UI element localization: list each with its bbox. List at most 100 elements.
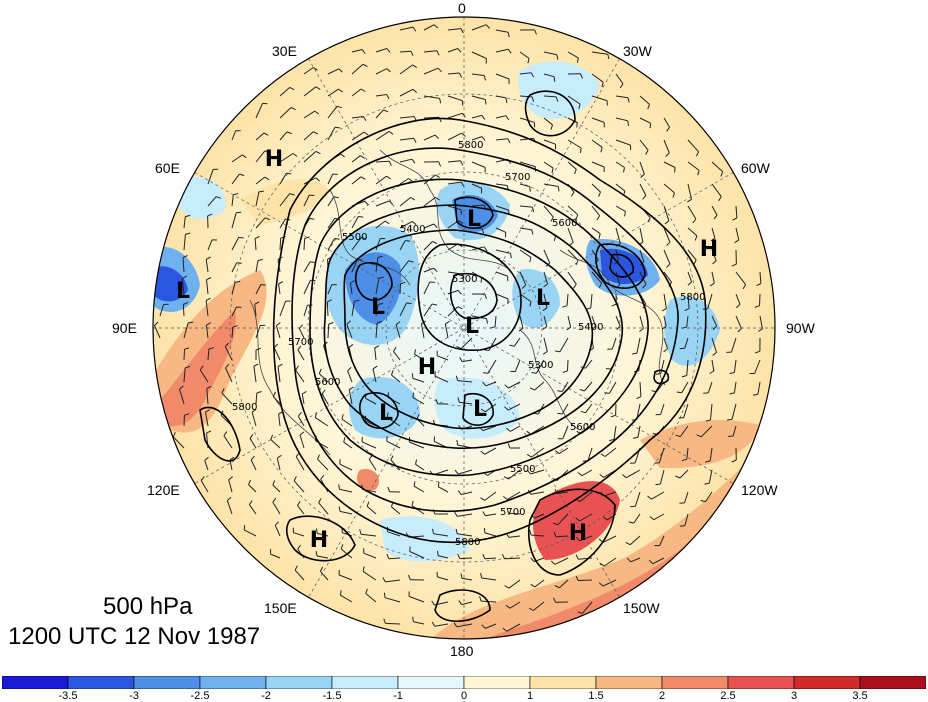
wind-barb-feather bbox=[413, 137, 417, 143]
wind-barb bbox=[372, 368, 377, 383]
wind-barb bbox=[351, 116, 364, 119]
wind-barb bbox=[579, 491, 593, 502]
wind-barb bbox=[409, 551, 425, 559]
wind-barb-feather bbox=[368, 455, 373, 460]
wind-barb bbox=[663, 271, 673, 283]
wind-barb-feather bbox=[436, 50, 440, 56]
wind-barb bbox=[681, 381, 689, 394]
wind-barb bbox=[558, 447, 569, 455]
wind-barb-feather bbox=[718, 196, 722, 202]
wind-barb bbox=[298, 328, 305, 339]
wind-barb-feather bbox=[460, 181, 465, 187]
wind-barb-feather bbox=[482, 381, 487, 387]
wind-barb-feather bbox=[623, 167, 625, 173]
colorbar-swatch bbox=[331, 676, 399, 689]
wind-barb bbox=[626, 469, 641, 479]
wind-barb bbox=[462, 359, 473, 363]
wind-barb-feather bbox=[636, 396, 642, 400]
wind-barb bbox=[602, 535, 617, 543]
wind-barb bbox=[566, 293, 569, 306]
wind-barb-feather bbox=[674, 167, 676, 173]
high-marker: H bbox=[418, 355, 436, 380]
wind-barb bbox=[639, 139, 649, 151]
wind-barb bbox=[413, 485, 425, 493]
wind-barb-feather bbox=[696, 434, 702, 438]
wind-barb-feather bbox=[433, 223, 438, 228]
wind-barb bbox=[255, 103, 263, 119]
wind-barb bbox=[532, 601, 545, 611]
wind-barb bbox=[299, 434, 305, 449]
wind-barb-feather bbox=[480, 450, 485, 455]
wind-barb bbox=[686, 315, 689, 328]
wind-barb-feather bbox=[386, 412, 389, 418]
wind-barb bbox=[557, 491, 569, 495]
contour-label: 5800 bbox=[680, 292, 705, 303]
wind-barb-feather bbox=[221, 388, 225, 394]
wind-barb-feather bbox=[236, 262, 242, 264]
wind-barb-feather bbox=[238, 236, 244, 239]
wind-barb-feather bbox=[554, 585, 560, 589]
wind-barb bbox=[735, 271, 746, 285]
wind-barb-feather bbox=[505, 604, 511, 609]
wind-barb-feather bbox=[666, 263, 671, 268]
wind-barb bbox=[297, 349, 305, 361]
wind-barb-feather bbox=[445, 320, 450, 325]
wind-barb bbox=[393, 351, 401, 361]
wind-barb-feather bbox=[518, 327, 524, 332]
wind-barb bbox=[495, 293, 509, 300]
wind-barb bbox=[543, 337, 548, 352]
wind-barb bbox=[495, 205, 509, 211]
wind-barb-feather bbox=[338, 68, 343, 73]
wind-barb bbox=[659, 469, 665, 485]
wind-barb-feather bbox=[277, 363, 283, 367]
wind-barb bbox=[578, 579, 593, 581]
wind-barb bbox=[303, 305, 308, 317]
wind-barb-feather bbox=[580, 410, 586, 414]
wind-barb bbox=[272, 396, 281, 405]
wind-barb-feather bbox=[509, 344, 515, 347]
wind-barb-feather bbox=[600, 147, 603, 153]
wind-barb-feather bbox=[531, 372, 537, 374]
wind-barb-feather bbox=[648, 559, 654, 565]
wind-barb bbox=[471, 51, 487, 59]
wind-barb bbox=[399, 283, 401, 295]
wind-barb-feather bbox=[362, 63, 368, 67]
colorbar-tick-label: 2.5 bbox=[720, 690, 736, 702]
wind-barb-feather bbox=[531, 206, 535, 213]
wind-barb bbox=[658, 447, 665, 463]
colorbar-swatch bbox=[265, 676, 333, 689]
wind-barb-feather bbox=[459, 357, 463, 362]
wind-barb-feather bbox=[480, 497, 485, 501]
wind-barb bbox=[375, 200, 390, 207]
wind-barb bbox=[711, 315, 718, 327]
wind-barb-feather bbox=[200, 476, 205, 481]
wind-barb bbox=[447, 181, 462, 185]
wind-barb-feather bbox=[318, 368, 322, 374]
wind-barb bbox=[555, 535, 569, 538]
wind-barb-feather bbox=[521, 284, 527, 289]
wind-barb-feather bbox=[386, 175, 391, 180]
wind-barb bbox=[254, 304, 257, 317]
wind-barb-feather bbox=[454, 469, 459, 475]
wind-barb-feather bbox=[182, 255, 188, 259]
wind-barb-feather bbox=[378, 303, 384, 305]
wind-barb bbox=[514, 359, 521, 372]
wind-barb bbox=[272, 501, 281, 515]
wind-barb-feather bbox=[562, 370, 568, 373]
wind-barb-feather bbox=[575, 536, 580, 542]
wind-barb-feather bbox=[223, 431, 228, 436]
wind-barb bbox=[279, 131, 288, 141]
wind-barb-feather bbox=[483, 75, 486, 81]
wind-barb-feather bbox=[364, 200, 369, 206]
wind-barb-feather bbox=[485, 24, 490, 29]
wind-barb bbox=[447, 112, 463, 119]
wind-barb bbox=[159, 304, 165, 317]
wind-barb bbox=[495, 271, 508, 277]
wind-barb-feather bbox=[579, 147, 582, 153]
wind-barb-feather bbox=[710, 237, 716, 242]
wind-barb bbox=[485, 381, 497, 387]
wind-barb-feather bbox=[253, 363, 259, 367]
wind-barb-feather bbox=[529, 301, 532, 307]
wind-barb bbox=[495, 95, 507, 99]
wind-barb bbox=[270, 439, 281, 449]
